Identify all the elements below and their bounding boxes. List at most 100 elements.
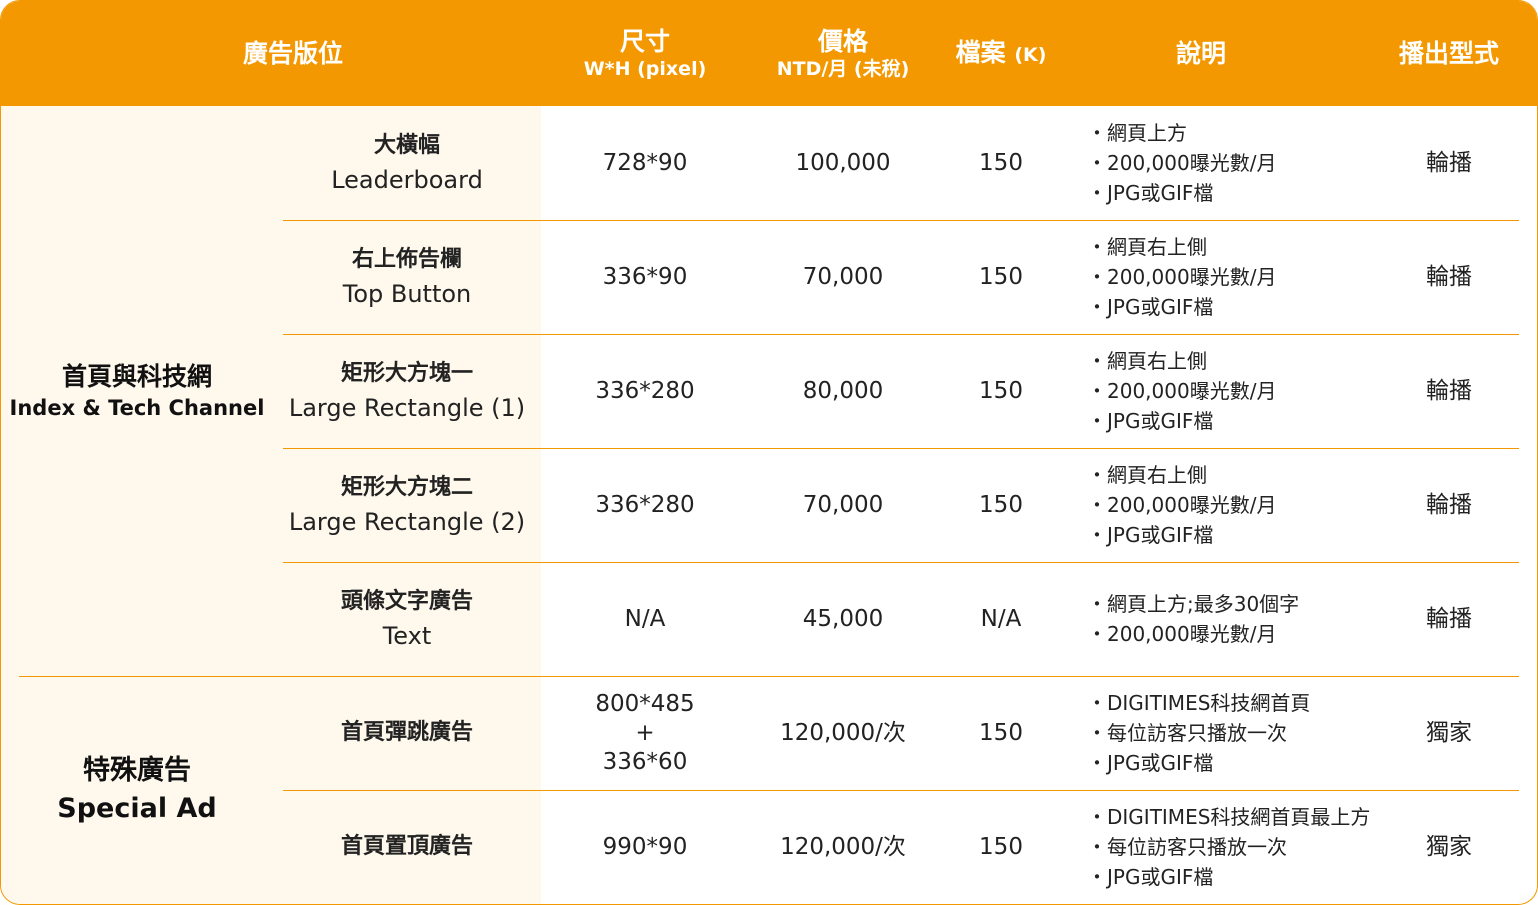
ad-size-cell: 728*90 [561,106,729,220]
header-desc-label: 說明 [1175,38,1226,68]
ad-size-line: 728*90 [602,149,688,176]
ad-mode-cell: 輪播 [1381,448,1517,562]
ad-description-item: JPG或GIF檔 [1087,292,1276,322]
ad-description-list: DIGITIMES科技網首頁最上方每位訪客只播放一次JPG或GIF檔 [1087,790,1370,904]
group-index-tech: 首頁與科技網 Index & Tech Channel [1,106,273,676]
ad-description-item: DIGITIMES科技網首頁最上方 [1087,802,1370,832]
ad-position-cell: 矩形大方塊一 Large Rectangle (1) [273,334,541,448]
ad-description-item: JPG或GIF檔 [1087,520,1276,550]
table-header: 廣告版位 尺寸 W*H (pixel) 價格 NTD/月 (未稅) 檔案 (K)… [1,1,1537,106]
ad-file-size: N/A [980,605,1022,632]
table-row: 大橫幅 Leaderboard 728*90 100,000 150 網頁上方2… [1,106,1537,220]
table-row: 右上佈告欄 Top Button 336*90 70,000 150 網頁右上側… [1,220,1537,334]
ad-description-item: JPG或GIF檔 [1087,178,1276,208]
ad-file-size: 150 [979,149,1023,176]
ad-size-cell: N/A [561,562,729,676]
ad-position-cell: 矩形大方塊二 Large Rectangle (2) [273,448,541,562]
ad-position-cell: 首頁置頂廣告 [273,790,541,904]
ad-price: 120,000/次 [780,719,906,746]
ad-description-item: 200,000曝光數/月 [1087,619,1299,649]
ad-file-cell: 150 [941,676,1061,790]
ad-file-cell: N/A [941,562,1061,676]
header-mode: 播出型式 [1381,1,1517,106]
group-en: Index & Tech Channel [9,396,265,420]
ad-size-line: + [635,719,655,746]
ad-description-item: JPG或GIF檔 [1087,748,1310,778]
ad-description-item: JPG或GIF檔 [1087,862,1370,892]
ad-position-zh: 右上佈告欄 [351,247,462,272]
ad-price: 45,000 [802,605,884,632]
ad-position-cell: 大橫幅 Leaderboard [273,106,541,220]
table-row: 頭條文字廣告 Text N/A 45,000 N/A 網頁上方;最多30個字20… [1,562,1537,676]
row-divider [283,562,1519,563]
ad-price: 120,000/次 [780,833,906,860]
header-desc: 說明 [1141,1,1261,106]
ad-description-item: 每位訪客只播放一次 [1087,832,1370,862]
ad-position-zh: 首頁彈跳廣告 [340,720,473,745]
ad-description-list: DIGITIMES科技網首頁每位訪客只播放一次JPG或GIF檔 [1087,676,1310,790]
ad-mode: 獨家 [1426,833,1472,860]
header-file: 檔案 (K) [941,1,1061,106]
header-price-sub: NTD/月 (未稅) [776,57,910,80]
ad-mode: 輪播 [1426,491,1472,518]
ad-price-cell: 70,000 [753,448,933,562]
ad-size-cell: 336*280 [561,448,729,562]
table-row: 首頁置頂廣告 990*90 120,000/次 150 DIGITIMES科技網… [1,790,1537,904]
ad-description-item: 網頁上方;最多30個字 [1087,589,1299,619]
ad-file-cell: 150 [941,448,1061,562]
ad-size-line: 336*90 [602,263,688,290]
header-size-label: 尺寸 [619,26,670,56]
ad-position-zh: 矩形大方塊二 [340,475,473,500]
row-divider [283,448,1519,449]
ad-mode-cell: 輪播 [1381,106,1517,220]
ad-position-en: Large Rectangle (2) [288,508,526,536]
ad-mode: 獨家 [1426,719,1472,746]
ad-file-size: 150 [979,263,1023,290]
ad-description-item: 200,000曝光數/月 [1087,376,1276,406]
group-special-ad: 特殊廣告 Special Ad [1,676,273,904]
ad-mode-cell: 獨家 [1381,676,1517,790]
ad-price: 100,000 [795,149,891,176]
header-price-label: 價格 [817,26,868,56]
ad-position-en: Large Rectangle (1) [288,394,526,422]
ad-mode-cell: 輪播 [1381,220,1517,334]
ad-price-cell: 80,000 [753,334,933,448]
ad-file-size: 150 [979,719,1023,746]
ad-file-size: 150 [979,377,1023,404]
ad-price: 70,000 [802,491,884,518]
ad-description-item: DIGITIMES科技網首頁 [1087,688,1310,718]
header-price: 價格 NTD/月 (未稅) [753,1,933,106]
ad-size-cell: 336*90 [561,220,729,334]
ad-position-zh: 頭條文字廣告 [340,589,473,614]
group-zh: 特殊廣告 [83,755,191,786]
table-row: 矩形大方塊二 Large Rectangle (2) 336*280 70,00… [1,448,1537,562]
header-file-unit: (K) [1014,43,1047,66]
ad-price-cell: 70,000 [753,220,933,334]
ad-description-list: 網頁上方;最多30個字200,000曝光數/月 [1087,562,1299,676]
ad-size-cell: 990*90 [561,790,729,904]
ad-size-line: 336*280 [595,491,695,518]
header-size: 尺寸 W*H (pixel) [561,1,729,106]
ad-price-cell: 100,000 [753,106,933,220]
ad-file-size: 150 [979,833,1023,860]
row-divider [283,334,1519,335]
ad-position-zh: 大橫幅 [373,133,440,158]
ad-position-cell: 右上佈告欄 Top Button [273,220,541,334]
ad-description-item: 網頁上方 [1087,118,1276,148]
ad-mode-cell: 輪播 [1381,562,1517,676]
ad-size-line: 336*60 [602,748,688,775]
ad-price: 70,000 [802,263,884,290]
ad-description-list: 網頁右上側200,000曝光數/月JPG或GIF檔 [1087,220,1276,334]
ad-file-cell: 150 [941,790,1061,904]
header-position-label: 廣告版位 [242,38,343,68]
ad-position-zh: 矩形大方塊一 [340,361,473,386]
ad-description-item: 每位訪客只播放一次 [1087,718,1310,748]
ad-description-list: 網頁右上側200,000曝光數/月JPG或GIF檔 [1087,334,1276,448]
ad-price: 80,000 [802,377,884,404]
ad-position-cell: 頭條文字廣告 Text [273,562,541,676]
ad-size-line: N/A [624,605,666,632]
ad-size-line: 990*90 [602,833,688,860]
ad-description-item: 200,000曝光數/月 [1087,490,1276,520]
header-mode-label: 播出型式 [1398,38,1499,68]
